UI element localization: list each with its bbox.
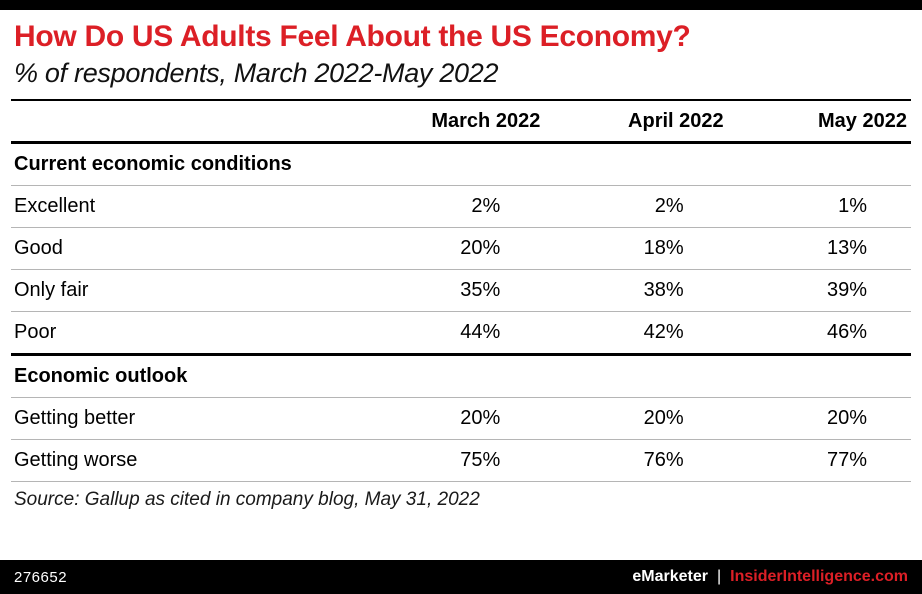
section-header-row: Current economic conditions	[11, 144, 911, 186]
column-header-april: April 2022	[628, 109, 724, 132]
row-value: 20%	[643, 407, 684, 429]
row-label: Getting worse	[14, 449, 138, 471]
row-value: 2%	[654, 195, 684, 217]
table-row: Getting worse 75% 76% 77%	[11, 440, 911, 482]
row-value: 13%	[826, 237, 867, 259]
row-value: 42%	[643, 321, 684, 343]
content-area: How Do US Adults Feel About the US Econo…	[0, 10, 922, 560]
page-title: How Do US Adults Feel About the US Econo…	[14, 20, 691, 53]
row-value: 20%	[460, 237, 501, 259]
footer-bar: 276652 eMarketer | InsiderIntelligence.c…	[0, 560, 922, 594]
row-value: 38%	[643, 279, 684, 301]
source-note: Source: Gallup as cited in company blog,…	[14, 489, 480, 510]
row-value: 46%	[826, 321, 867, 343]
column-header-may: May 2022	[818, 109, 907, 132]
row-value: 35%	[460, 279, 501, 301]
row-label: Poor	[14, 321, 57, 343]
table-row: Good 20% 18% 13%	[11, 228, 911, 270]
row-label: Only fair	[14, 279, 89, 301]
row-value: 39%	[826, 279, 867, 301]
row-value: 1%	[838, 195, 867, 217]
section-label: Current economic conditions	[14, 153, 292, 175]
table-row: Getting better 20% 20% 20%	[11, 398, 911, 440]
column-header-march: March 2022	[431, 109, 541, 132]
row-label: Getting better	[14, 407, 136, 429]
page-subtitle: % of respondents, March 2022-May 2022	[14, 58, 499, 88]
source-row: Source: Gallup as cited in company blog,…	[11, 482, 911, 518]
data-table: March 2022 April 2022 May 2022 Current e…	[11, 99, 911, 518]
row-value: 2%	[471, 195, 501, 217]
emarketer-logo: eMarketer	[632, 568, 709, 585]
row-value: 75%	[460, 449, 501, 471]
table-row: Only fair 35% 38% 39%	[11, 270, 911, 312]
top-black-bar	[0, 0, 922, 10]
row-value: 76%	[643, 449, 684, 471]
section-header-row: Economic outlook	[11, 356, 911, 398]
row-label: Good	[14, 237, 63, 259]
flex-spacer	[11, 518, 911, 560]
row-label: Excellent	[14, 195, 96, 217]
row-value: 77%	[826, 449, 867, 471]
section-label: Economic outlook	[14, 365, 188, 387]
row-value: 20%	[460, 407, 501, 429]
table-row: Excellent 2% 2% 1%	[11, 186, 911, 228]
table-row: Poor 44% 42% 46%	[11, 312, 911, 356]
footer-separator: |	[717, 568, 722, 585]
row-value: 20%	[826, 407, 867, 429]
chart-id: 276652	[14, 568, 68, 586]
footer-branding: eMarketer | InsiderIntelligence.com	[632, 568, 908, 586]
row-value: 44%	[460, 321, 501, 343]
row-value: 18%	[643, 237, 684, 259]
insider-intelligence-link[interactable]: InsiderIntelligence.com	[730, 568, 908, 585]
table-header-row: March 2022 April 2022 May 2022	[11, 101, 911, 144]
